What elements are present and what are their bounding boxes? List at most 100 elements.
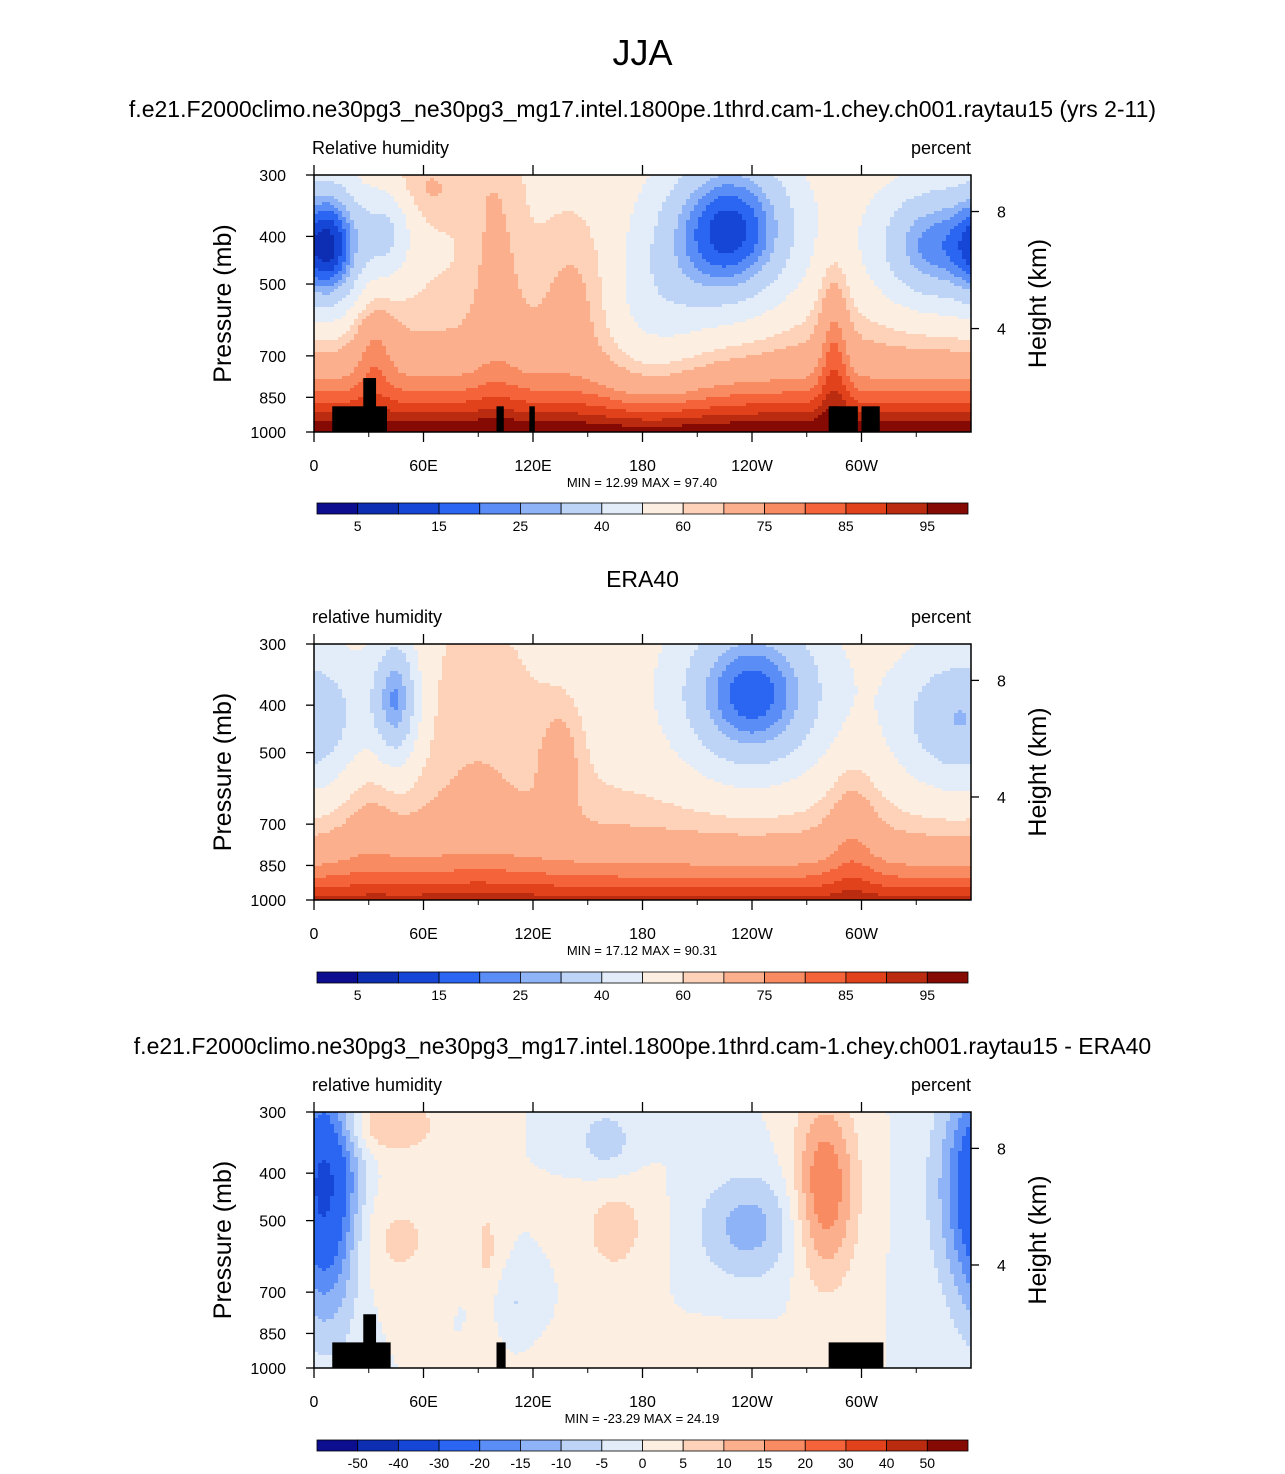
heatmap-cell bbox=[562, 208, 567, 212]
heatmap-cell bbox=[478, 220, 483, 224]
heatmap-cell bbox=[410, 196, 415, 200]
heatmap-cell bbox=[582, 214, 587, 218]
heatmap-cell bbox=[394, 208, 399, 212]
heatmap-cell bbox=[742, 211, 747, 215]
heatmap-cell bbox=[554, 193, 559, 197]
heatmap-cell bbox=[506, 217, 511, 221]
heatmap-cell bbox=[538, 184, 543, 188]
heatmap-cell bbox=[618, 211, 623, 215]
heatmap-cell bbox=[926, 223, 931, 227]
heatmap-cell bbox=[926, 211, 931, 215]
heatmap-cell bbox=[342, 193, 347, 197]
heatmap-cell bbox=[682, 217, 687, 221]
heatmap-cell bbox=[954, 211, 959, 215]
heatmap-cell bbox=[822, 199, 827, 203]
heatmap-cell bbox=[850, 190, 855, 194]
heatmap-cell bbox=[898, 214, 903, 218]
heatmap-cell bbox=[510, 220, 515, 224]
heatmap-cell bbox=[350, 181, 355, 185]
heatmap-cell bbox=[486, 208, 491, 212]
heatmap-cell bbox=[390, 202, 395, 206]
heatmap-cell bbox=[394, 190, 399, 194]
heatmap-cell bbox=[398, 220, 403, 224]
heatmap-cell bbox=[514, 196, 519, 200]
heatmap-cell bbox=[678, 184, 683, 188]
heatmap-cell bbox=[438, 202, 443, 206]
heatmap-cell bbox=[362, 175, 367, 179]
heatmap-cell bbox=[746, 196, 751, 200]
heatmap-cell bbox=[618, 196, 623, 200]
heatmap-cell bbox=[930, 178, 935, 182]
heatmap-cell bbox=[370, 175, 375, 179]
heatmap-cell bbox=[842, 190, 847, 194]
heatmap-cell bbox=[810, 205, 815, 209]
heatmap-cell bbox=[746, 223, 751, 227]
heatmap-cell bbox=[338, 208, 343, 212]
heatmap-cell bbox=[762, 178, 767, 182]
heatmap-cell bbox=[622, 187, 627, 191]
heatmap-cell bbox=[594, 208, 599, 212]
heatmap-cell bbox=[930, 202, 935, 206]
heatmap-cell bbox=[898, 199, 903, 203]
heatmap-cell bbox=[770, 187, 775, 191]
heatmap-cell bbox=[514, 220, 519, 224]
heatmap-cell bbox=[786, 175, 791, 179]
heatmap-cell bbox=[334, 208, 339, 212]
heatmap-cell bbox=[722, 175, 727, 179]
heatmap-cell bbox=[926, 196, 931, 200]
heatmap-cell bbox=[474, 190, 479, 194]
heatmap-cell bbox=[586, 208, 591, 212]
heatmap-cell bbox=[858, 184, 863, 188]
heatmap-cell bbox=[438, 199, 443, 203]
heatmap-cell bbox=[878, 202, 883, 206]
heatmap-cell bbox=[642, 202, 647, 206]
heatmap-cell bbox=[926, 205, 931, 209]
heatmap-cell bbox=[582, 211, 587, 215]
heatmap-cell bbox=[706, 217, 711, 221]
heatmap-cell bbox=[498, 181, 503, 185]
heatmap-cell bbox=[566, 220, 571, 224]
heatmap-cell bbox=[478, 187, 483, 191]
heatmap-cell bbox=[470, 202, 475, 206]
heatmap-cell bbox=[698, 199, 703, 203]
heatmap-cell bbox=[638, 205, 643, 209]
heatmap-cell bbox=[646, 214, 651, 218]
heatmap-cell bbox=[358, 175, 363, 179]
heatmap-cell bbox=[854, 181, 859, 185]
heatmap-cell bbox=[914, 178, 919, 182]
heatmap-cell bbox=[402, 211, 407, 215]
heatmap-cell bbox=[950, 190, 955, 194]
heatmap-cell bbox=[654, 220, 659, 224]
heatmap-cell bbox=[802, 196, 807, 200]
heatmap-cell bbox=[318, 178, 323, 182]
heatmap-cell bbox=[950, 187, 955, 191]
heatmap-cell bbox=[866, 205, 871, 209]
heatmap-cell bbox=[582, 181, 587, 185]
heatmap-cell bbox=[718, 208, 723, 212]
heatmap-cell bbox=[530, 190, 535, 194]
heatmap-cell bbox=[738, 223, 743, 227]
heatmap-cell bbox=[830, 181, 835, 185]
heatmap-cell bbox=[430, 199, 435, 203]
heatmap-cell bbox=[506, 214, 511, 218]
heatmap-cell bbox=[450, 220, 455, 224]
heatmap-cell bbox=[854, 211, 859, 215]
heatmap-cell bbox=[810, 217, 815, 221]
heatmap-cell bbox=[654, 181, 659, 185]
heatmap-cell bbox=[322, 187, 327, 191]
heatmap-cell bbox=[526, 178, 531, 182]
heatmap-cell bbox=[666, 190, 671, 194]
heatmap-cell bbox=[526, 175, 531, 179]
heatmap-cell bbox=[906, 208, 911, 212]
heatmap-cell bbox=[586, 193, 591, 197]
heatmap-cell bbox=[358, 178, 363, 182]
heatmap-cell bbox=[378, 205, 383, 209]
heatmap-cell bbox=[902, 184, 907, 188]
heatmap-cell bbox=[794, 190, 799, 194]
heatmap-cell bbox=[922, 190, 927, 194]
heatmap-cell bbox=[694, 199, 699, 203]
heatmap-cell bbox=[638, 217, 643, 221]
heatmap-cell bbox=[386, 202, 391, 206]
heatmap-cell bbox=[378, 190, 383, 194]
heatmap-cell bbox=[722, 202, 727, 206]
